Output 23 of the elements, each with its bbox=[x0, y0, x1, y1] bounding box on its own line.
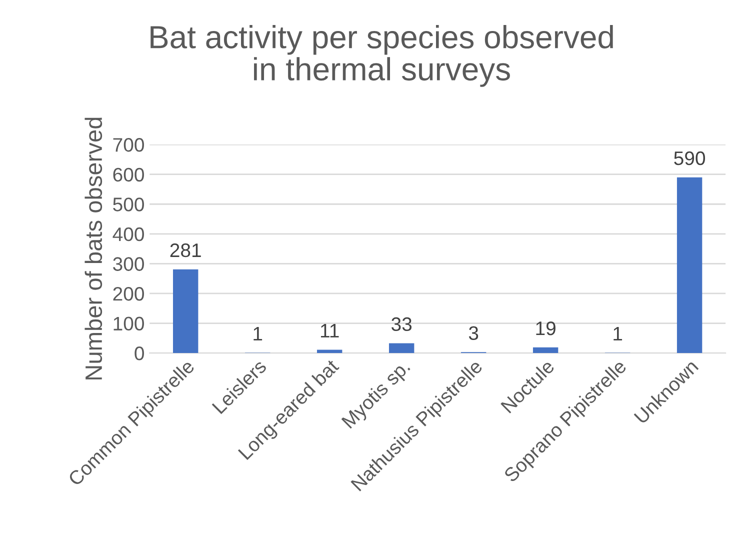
data-label: 33 bbox=[392, 317, 412, 332]
y-tick-label: 600 bbox=[113, 168, 144, 182]
data-label: 590 bbox=[674, 151, 706, 166]
bar bbox=[316, 350, 342, 354]
data-label: 3 bbox=[468, 326, 478, 340]
y-tick-label: 200 bbox=[113, 286, 144, 301]
bar bbox=[173, 269, 198, 354]
data-label: 281 bbox=[170, 243, 201, 258]
y-axis-title: Number of bats observed bbox=[84, 118, 102, 380]
y-tick-label: 400 bbox=[112, 227, 144, 242]
y-tick-label: 700 bbox=[113, 138, 144, 152]
y-tick-label: 0 bbox=[134, 346, 144, 360]
chart-title: Bat activity per species observed in thermal surveys bbox=[150, 25, 613, 87]
data-label: 11 bbox=[320, 324, 339, 338]
y-tick-label: 300 bbox=[113, 257, 144, 271]
data-label: 1 bbox=[254, 327, 262, 340]
data-label: 1 bbox=[614, 327, 622, 340]
y-tick-label: 100 bbox=[114, 316, 144, 331]
bar bbox=[388, 343, 414, 354]
bar bbox=[676, 177, 702, 354]
y-tick-label: 500 bbox=[113, 198, 144, 212]
bar bbox=[532, 347, 558, 354]
data-label: 19 bbox=[536, 321, 556, 336]
